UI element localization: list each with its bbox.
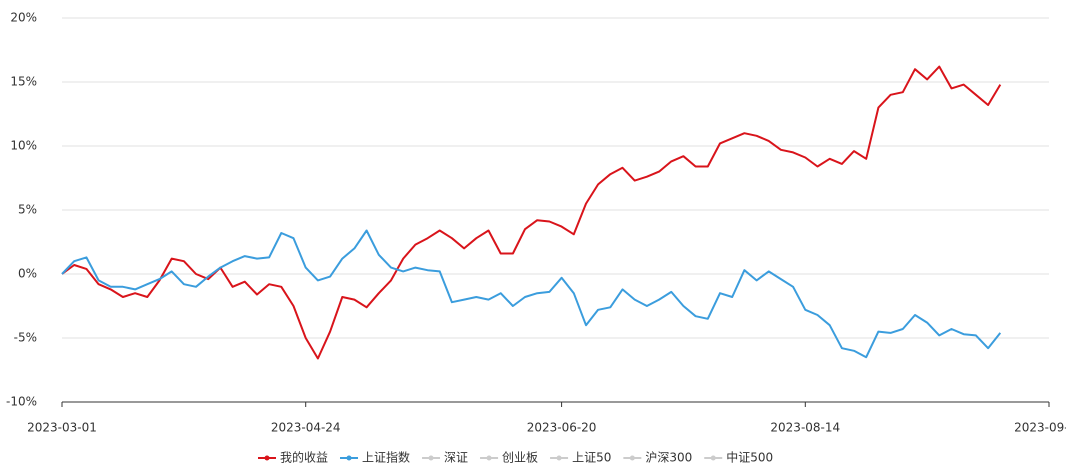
x-tick-label: 2023-08-14 <box>770 421 840 435</box>
x-tick-label: 2023-03-01 <box>27 421 97 435</box>
legend-entry-inactive-key-dot <box>486 455 492 461</box>
legend-entry: 我的收益 <box>280 450 328 465</box>
y-tick-label: 0% <box>18 267 37 281</box>
legend-entry-inactive-key-dot <box>629 455 635 461</box>
series-line <box>61 229 1002 359</box>
legend-entry-inactive-key-dot <box>556 455 562 461</box>
legend-entry-inactive: 中证500 <box>726 450 773 465</box>
legend-entry-inactive: 上证50 <box>572 451 611 465</box>
y-tick-label: 5% <box>18 203 37 217</box>
legend-entry-key-dot <box>346 455 352 461</box>
legend-entry: 上证指数 <box>362 450 410 465</box>
legend-entry-key-dot <box>264 455 270 461</box>
y-tick-label: 20% <box>10 11 37 25</box>
legend-entry-inactive: 创业板 <box>502 451 538 465</box>
series-line <box>61 65 1002 360</box>
legend-entry-inactive: 深证 <box>444 451 468 465</box>
x-tick-label: 2023-06-20 <box>527 421 597 435</box>
legend-entry-inactive: 沪深300 <box>645 451 692 465</box>
legend-entry-inactive-key-dot <box>428 455 434 461</box>
y-tick-label: -5% <box>14 331 37 345</box>
y-tick-label: -10% <box>6 395 37 409</box>
x-tick-label: 2023-09-30 <box>1014 421 1066 435</box>
y-tick-label: 15% <box>10 75 37 89</box>
y-tick-label: 10% <box>10 139 37 153</box>
x-tick-label: 2023-04-24 <box>271 421 341 435</box>
legend-entry-inactive-key-dot <box>710 455 716 461</box>
